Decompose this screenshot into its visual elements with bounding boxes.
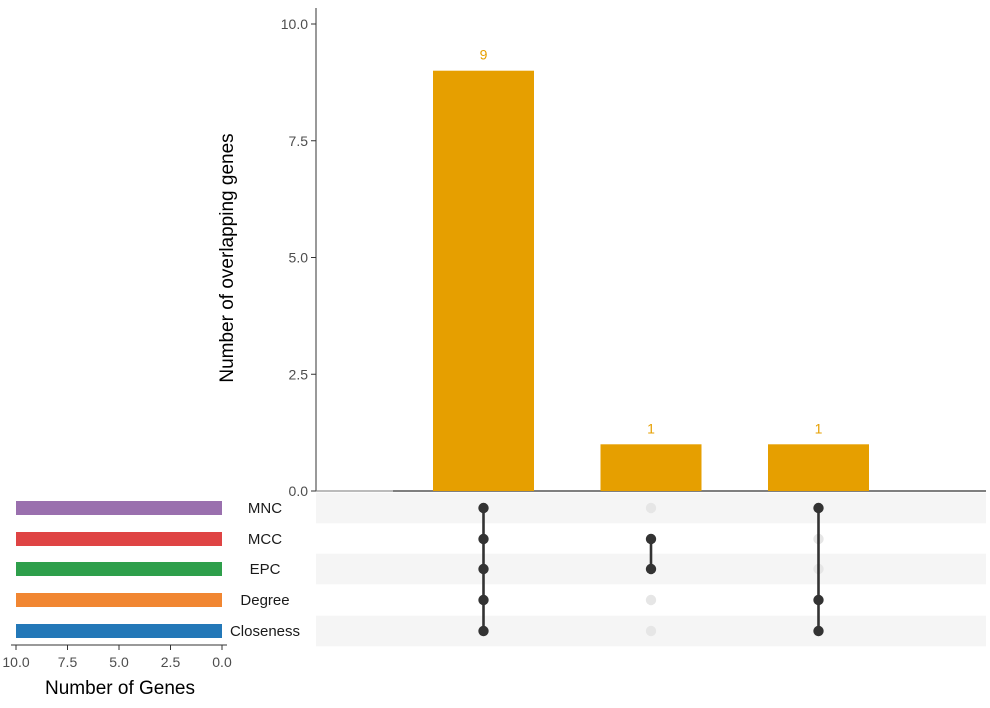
set-label: Closeness bbox=[230, 623, 300, 640]
set-label: MCC bbox=[248, 531, 282, 548]
set-label: MNC bbox=[248, 500, 282, 517]
matrix-dot-active bbox=[813, 594, 824, 606]
set-size-x-tick-label: 7.5 bbox=[58, 654, 78, 670]
bar-value-label: 1 bbox=[647, 420, 655, 436]
set-size-bar bbox=[16, 532, 222, 546]
set-size-x-tick-label: 0.0 bbox=[212, 654, 232, 670]
set-size-bar bbox=[16, 562, 222, 576]
set-size-bar bbox=[16, 624, 222, 638]
intersection-y-axis: 0.0 2.5 5.0 7.5 10.0 bbox=[281, 8, 986, 499]
matrix-dot-active bbox=[813, 502, 824, 514]
matrix-dot-active bbox=[478, 502, 489, 514]
set-size-x-tick-label: 5.0 bbox=[109, 654, 129, 670]
matrix-dot-active bbox=[478, 625, 489, 637]
set-size-bar bbox=[16, 501, 222, 515]
matrix-dot-active bbox=[645, 533, 657, 545]
y-tick-label: 2.5 bbox=[289, 366, 309, 382]
bar-value-label: 1 bbox=[815, 420, 823, 436]
set-size-x-axis: 10.0 7.5 5.0 2.5 0.0 bbox=[2, 644, 232, 670]
intersection-bars: 9 1 1 bbox=[433, 47, 869, 491]
set-size-x-tick-label: 2.5 bbox=[161, 654, 181, 670]
set-size-bar bbox=[16, 593, 222, 607]
y-tick-label: 0.0 bbox=[289, 483, 309, 499]
matrix-dot-inactive bbox=[645, 594, 657, 606]
matrix-dot-inactive bbox=[645, 625, 657, 637]
y-tick-label: 5.0 bbox=[289, 250, 309, 266]
bar-value-label: 9 bbox=[480, 47, 488, 63]
y-axis-title: Number of overlapping genes bbox=[217, 133, 238, 382]
y-tick-label: 10.0 bbox=[281, 16, 308, 32]
intersection-matrix bbox=[478, 502, 824, 637]
matrix-dot-active bbox=[478, 533, 489, 545]
intersection-bar bbox=[433, 70, 534, 491]
matrix-dot-active bbox=[813, 625, 824, 637]
matrix-dot-active bbox=[645, 563, 657, 575]
set-label: EPC bbox=[250, 561, 281, 578]
set-size-axis-title: Number of Genes bbox=[45, 678, 195, 699]
set-label: Degree bbox=[240, 592, 289, 609]
matrix-dot-active bbox=[478, 594, 489, 606]
y-tick-label: 7.5 bbox=[289, 133, 309, 149]
intersection-bar bbox=[600, 444, 702, 491]
set-size-x-tick-label: 10.0 bbox=[2, 654, 29, 670]
intersection-bar bbox=[768, 444, 869, 491]
matrix-dot-active bbox=[478, 563, 489, 575]
matrix-dot-inactive bbox=[645, 502, 657, 514]
set-size-bars: MNC MCC EPC Degree Closeness bbox=[16, 500, 300, 640]
